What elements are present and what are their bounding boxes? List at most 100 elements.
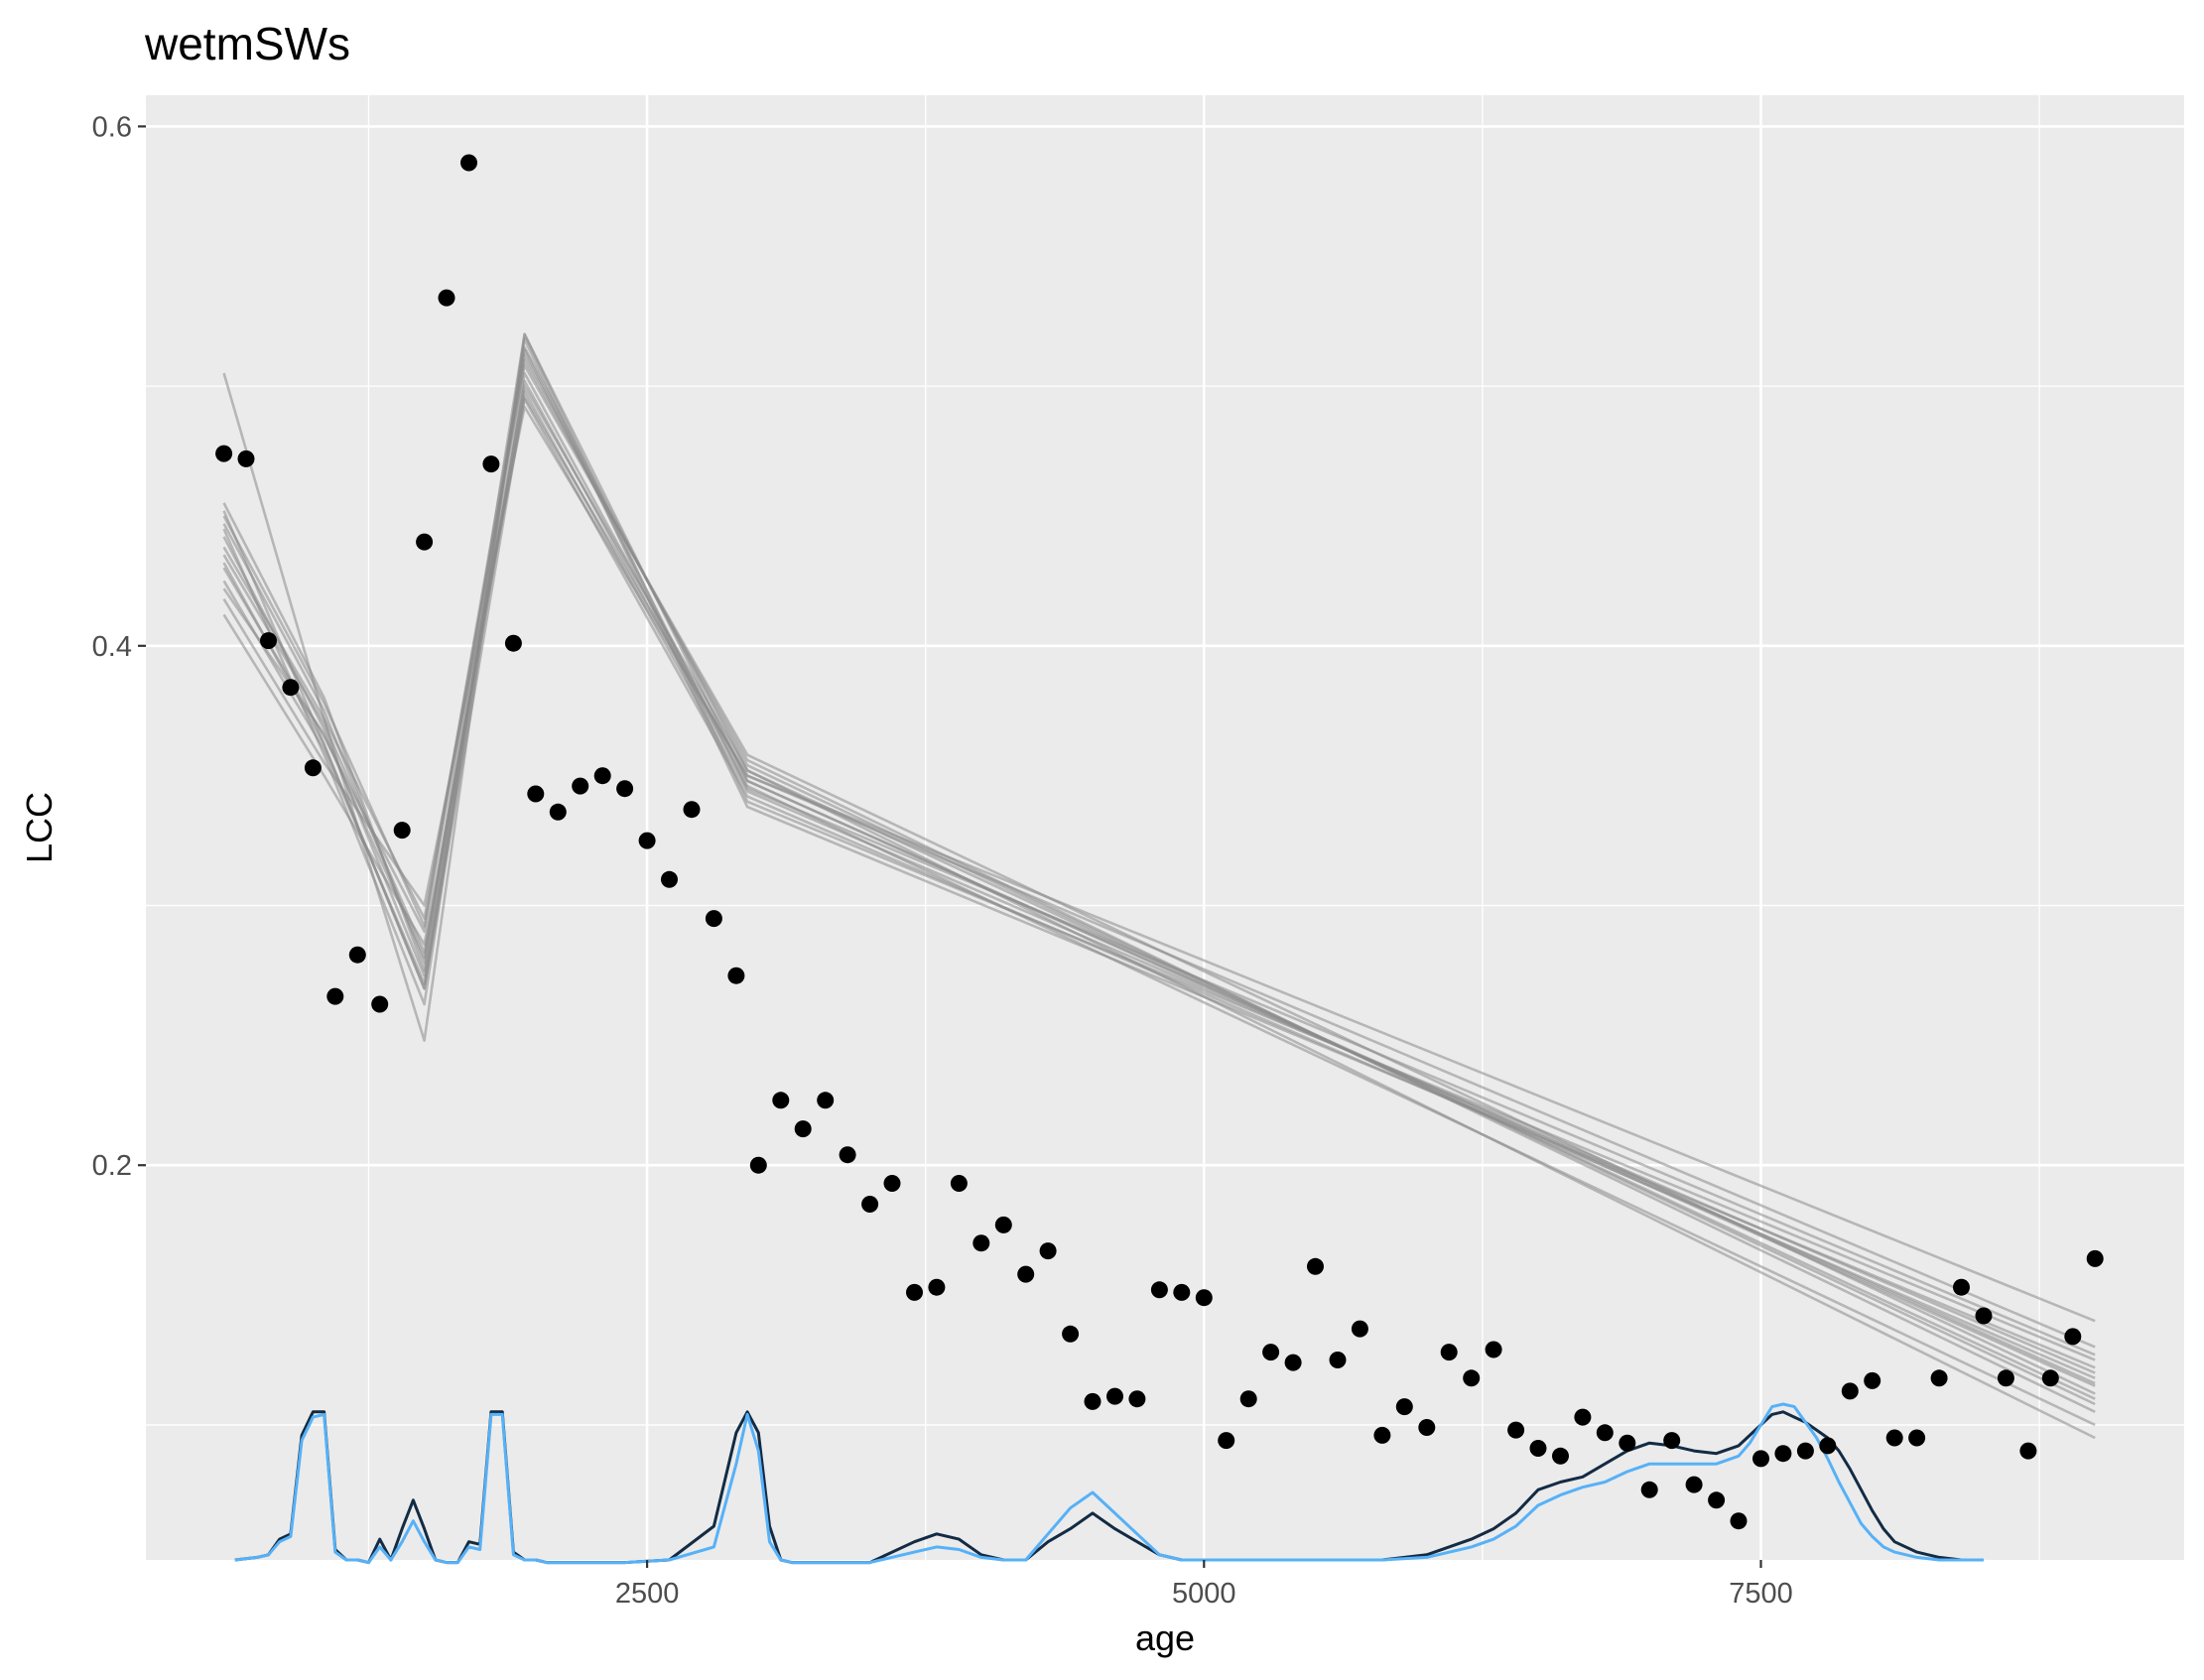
data-point xyxy=(1752,1450,1769,1468)
data-point xyxy=(616,780,634,798)
data-point xyxy=(1953,1278,1970,1296)
data-point xyxy=(794,1120,812,1138)
data-point xyxy=(1173,1283,1191,1301)
data-point xyxy=(348,946,366,964)
chart-title: wetmSWs xyxy=(144,18,350,69)
data-point xyxy=(260,632,277,650)
data-point xyxy=(1930,1369,1948,1387)
y-axis-label: LCC xyxy=(19,792,60,863)
data-point xyxy=(1596,1424,1614,1442)
data-point xyxy=(1373,1426,1391,1444)
data-point xyxy=(1774,1445,1792,1463)
data-point xyxy=(1885,1429,1903,1447)
data-point xyxy=(2064,1328,2082,1346)
data-point xyxy=(1685,1476,1703,1493)
x-tick-label: 7500 xyxy=(1729,1578,1793,1610)
data-point xyxy=(994,1216,1012,1233)
data-point xyxy=(1507,1421,1525,1439)
data-point xyxy=(1640,1481,1658,1498)
data-point xyxy=(772,1092,790,1109)
data-point xyxy=(416,533,434,551)
data-point xyxy=(393,822,411,840)
data-point xyxy=(1084,1392,1102,1410)
y-tick-label: 0.2 xyxy=(92,1150,132,1182)
data-point xyxy=(1841,1382,1859,1400)
data-point xyxy=(928,1278,946,1296)
data-point xyxy=(1351,1320,1368,1338)
data-point xyxy=(460,154,477,172)
data-point xyxy=(1150,1281,1168,1299)
data-point xyxy=(861,1196,879,1213)
data-point xyxy=(482,455,500,473)
data-point xyxy=(215,445,233,462)
data-point xyxy=(950,1175,968,1192)
data-point xyxy=(683,801,701,819)
data-point xyxy=(1975,1307,1993,1325)
data-point xyxy=(326,987,344,1005)
data-point xyxy=(1195,1289,1213,1307)
data-point xyxy=(1307,1257,1324,1275)
data-point xyxy=(906,1283,923,1301)
data-point xyxy=(1574,1408,1592,1426)
x-axis-label: age xyxy=(1135,1617,1195,1658)
data-point xyxy=(438,289,455,307)
axis-ticks: 2500 5000 7500 0.2 0.4 0.6 xyxy=(92,111,1793,1610)
data-point xyxy=(1106,1387,1123,1405)
data-point xyxy=(593,767,611,785)
data-point xyxy=(1395,1398,1413,1416)
data-point xyxy=(1239,1390,1257,1408)
data-point xyxy=(1463,1369,1481,1387)
density-curve-light xyxy=(234,1402,1984,1565)
fit-line xyxy=(222,348,2096,1357)
data-point xyxy=(1418,1419,1436,1436)
x-tick-label: 2500 xyxy=(615,1578,680,1610)
data-point xyxy=(817,1092,835,1109)
data-point xyxy=(638,832,656,849)
data-point xyxy=(2086,1249,2104,1267)
data-point xyxy=(1440,1344,1458,1361)
data-point xyxy=(839,1146,856,1164)
data-point xyxy=(749,1156,767,1174)
data-point xyxy=(1262,1344,1280,1361)
data-point xyxy=(972,1234,990,1252)
data-point xyxy=(237,450,255,467)
data-point xyxy=(1708,1491,1726,1509)
data-point xyxy=(1329,1352,1347,1368)
data-point xyxy=(1062,1325,1080,1343)
data-point xyxy=(2019,1442,2037,1460)
data-point xyxy=(1997,1369,2014,1387)
y-tick-label: 0.4 xyxy=(92,631,132,663)
density-curves-group xyxy=(234,1402,1984,1565)
data-point xyxy=(1819,1437,1837,1455)
data-point xyxy=(282,679,300,697)
data-point xyxy=(1017,1265,1035,1283)
data-point xyxy=(1663,1432,1681,1450)
data-point xyxy=(527,785,545,803)
data-point xyxy=(1864,1371,1881,1389)
data-point xyxy=(1908,1429,1926,1447)
data-point xyxy=(1619,1434,1636,1452)
data-point xyxy=(705,910,722,928)
fit-lines-group xyxy=(222,332,2096,1440)
data-point xyxy=(1552,1447,1569,1465)
data-point xyxy=(1730,1512,1748,1530)
data-point xyxy=(661,870,678,888)
data-point xyxy=(1128,1390,1146,1408)
grid-lines xyxy=(146,95,2184,1560)
data-point xyxy=(549,803,567,821)
y-tick-label: 0.6 xyxy=(92,111,132,143)
data-point xyxy=(1284,1354,1302,1371)
data-point xyxy=(1529,1440,1547,1457)
data-point xyxy=(572,777,589,795)
data-point xyxy=(1039,1242,1057,1260)
data-point xyxy=(371,995,389,1013)
data-point xyxy=(883,1175,901,1192)
data-point xyxy=(304,759,322,777)
fit-line xyxy=(222,332,2096,1385)
data-point xyxy=(1796,1442,1814,1460)
data-point xyxy=(1485,1341,1502,1358)
data-point xyxy=(504,634,522,652)
data-point xyxy=(2041,1369,2059,1387)
